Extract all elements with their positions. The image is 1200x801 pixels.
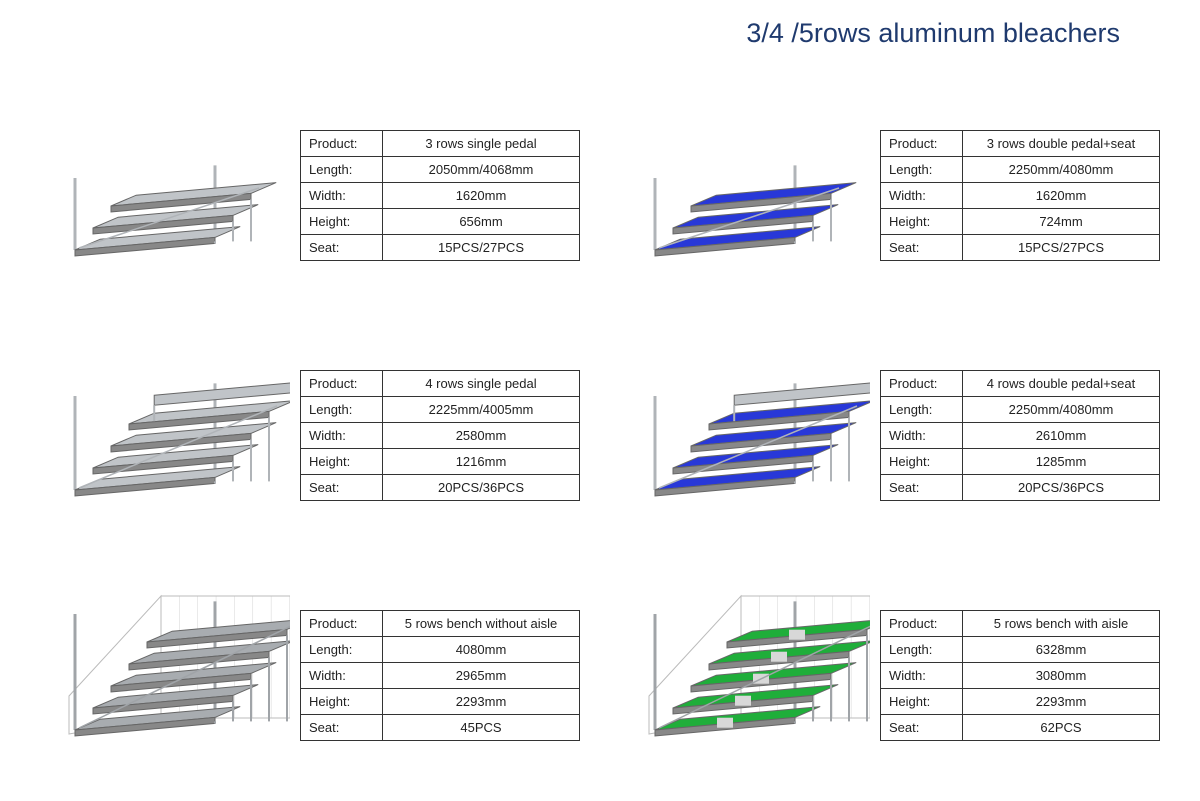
spec-label: Height: — [881, 448, 963, 474]
spec-label: Width: — [881, 422, 963, 448]
spec-label: Height: — [301, 208, 383, 234]
spec-label: Height: — [301, 448, 383, 474]
spec-value: 3 rows double pedal+seat — [963, 130, 1160, 156]
spec-value: 2580mm — [383, 422, 580, 448]
spec-label: Height: — [881, 688, 963, 714]
bleacher-illustration — [30, 105, 290, 285]
spec-label: Height: — [881, 208, 963, 234]
spec-label: Length: — [301, 396, 383, 422]
spec-label: Height: — [301, 688, 383, 714]
spec-label: Product: — [881, 130, 963, 156]
spec-value: 20PCS/36PCS — [383, 474, 580, 500]
bleacher-illustration — [30, 345, 290, 525]
spec-value: 15PCS/27PCS — [383, 234, 580, 260]
spec-value: 20PCS/36PCS — [963, 474, 1160, 500]
spec-value: 656mm — [383, 208, 580, 234]
spec-label: Seat: — [301, 234, 383, 260]
spec-value: 1620mm — [383, 182, 580, 208]
spec-table: Product:3 rows single pedalLength:2050mm… — [300, 130, 580, 261]
spec-value: 62PCS — [963, 714, 1160, 740]
spec-table: Product:5 rows bench with aisleLength:63… — [880, 610, 1160, 741]
product-cell: Product:3 rows double pedal+seatLength:2… — [610, 80, 1170, 310]
spec-label: Seat: — [881, 474, 963, 500]
page-title: 3/4 /5rows aluminum bleachers — [746, 18, 1120, 49]
spec-label: Seat: — [301, 474, 383, 500]
spec-value: 1216mm — [383, 448, 580, 474]
spec-value: 15PCS/27PCS — [963, 234, 1160, 260]
spec-value: 2293mm — [963, 688, 1160, 714]
spec-label: Length: — [301, 636, 383, 662]
spec-label: Width: — [301, 662, 383, 688]
spec-label: Product: — [301, 130, 383, 156]
spec-value: 45PCS — [383, 714, 580, 740]
spec-value: 3080mm — [963, 662, 1160, 688]
spec-label: Length: — [881, 396, 963, 422]
spec-value: 4 rows double pedal+seat — [963, 370, 1160, 396]
spec-label: Product: — [301, 370, 383, 396]
spec-value: 2610mm — [963, 422, 1160, 448]
spec-label: Length: — [881, 156, 963, 182]
spec-table: Product:4 rows single pedalLength:2225mm… — [300, 370, 580, 501]
spec-value: 2965mm — [383, 662, 580, 688]
product-cell: Product:4 rows single pedalLength:2225mm… — [30, 320, 590, 550]
spec-value: 5 rows bench with aisle — [963, 610, 1160, 636]
bleacher-illustration — [610, 345, 870, 525]
spec-table: Product:4 rows double pedal+seatLength:2… — [880, 370, 1160, 501]
spec-value: 4080mm — [383, 636, 580, 662]
product-grid: Product:3 rows single pedalLength:2050mm… — [30, 80, 1170, 790]
spec-value: 2250mm/4080mm — [963, 156, 1160, 182]
spec-value: 2250mm/4080mm — [963, 396, 1160, 422]
product-cell: Product:5 rows bench with aisleLength:63… — [610, 560, 1170, 790]
spec-value: 4 rows single pedal — [383, 370, 580, 396]
spec-label: Length: — [301, 156, 383, 182]
spec-value: 5 rows bench without aisle — [383, 610, 580, 636]
spec-label: Product: — [301, 610, 383, 636]
spec-value: 6328mm — [963, 636, 1160, 662]
spec-label: Seat: — [301, 714, 383, 740]
spec-value: 724mm — [963, 208, 1160, 234]
spec-value: 2225mm/4005mm — [383, 396, 580, 422]
spec-table: Product:5 rows bench without aisleLength… — [300, 610, 580, 741]
spec-label: Seat: — [881, 714, 963, 740]
spec-label: Width: — [301, 182, 383, 208]
product-cell: Product:3 rows single pedalLength:2050mm… — [30, 80, 590, 310]
bleacher-illustration — [30, 585, 290, 765]
spec-value: 1620mm — [963, 182, 1160, 208]
spec-label: Width: — [881, 662, 963, 688]
bleacher-illustration — [610, 105, 870, 285]
spec-label: Product: — [881, 610, 963, 636]
spec-label: Length: — [881, 636, 963, 662]
spec-label: Width: — [301, 422, 383, 448]
spec-table: Product:3 rows double pedal+seatLength:2… — [880, 130, 1160, 261]
spec-label: Seat: — [881, 234, 963, 260]
spec-value: 2050mm/4068mm — [383, 156, 580, 182]
spec-label: Width: — [881, 182, 963, 208]
spec-value: 1285mm — [963, 448, 1160, 474]
product-cell: Product:4 rows double pedal+seatLength:2… — [610, 320, 1170, 550]
bleacher-illustration — [610, 585, 870, 765]
product-cell: Product:5 rows bench without aisleLength… — [30, 560, 590, 790]
spec-value: 2293mm — [383, 688, 580, 714]
spec-label: Product: — [881, 370, 963, 396]
spec-value: 3 rows single pedal — [383, 130, 580, 156]
